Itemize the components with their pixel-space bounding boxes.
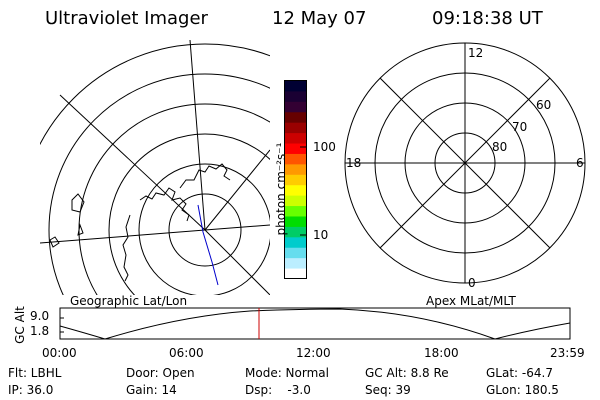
colorbar-swatch <box>285 237 306 249</box>
meridian-line <box>204 229 270 295</box>
time-tick-18: 18:00 <box>424 346 459 360</box>
mode-info: Mode: Normal <box>245 366 329 380</box>
glat-info: GLat: -64.7 <box>486 366 553 380</box>
mlt-label-12: 12 <box>468 46 484 60</box>
colorbar-swatch <box>285 91 306 103</box>
colorbar-swatch <box>285 143 306 155</box>
door-info: Door: Open <box>126 366 195 380</box>
colorbar-swatch <box>285 112 306 124</box>
colorbar-swatch <box>285 195 306 207</box>
colorbar-tick-100: 100 <box>313 140 336 154</box>
altitude-curve <box>59 308 571 340</box>
colorbar-swatch <box>285 226 306 238</box>
mlat-label-80: 80 <box>492 140 508 154</box>
lat-circle <box>138 163 270 295</box>
gain-info: Gain: 14 <box>126 383 177 397</box>
glon-info: GLon: 180.5 <box>486 383 559 397</box>
coastline <box>122 214 131 282</box>
gc-alt-info: GC Alt: 8.8 Re <box>365 366 449 380</box>
colorbar-swatch <box>285 206 306 217</box>
filter-info: Flt: LBHL <box>8 366 62 380</box>
time-tick-06: 06:00 <box>169 346 204 360</box>
lat-circle <box>168 193 242 267</box>
colorbar-swatch <box>285 174 306 186</box>
instrument-title: Ultraviolet Imager <box>45 8 208 29</box>
meridian-line <box>59 94 206 231</box>
colorbar-tick-10: 10 <box>313 228 329 242</box>
coastline <box>49 236 60 248</box>
colorbar-swatch <box>285 268 306 280</box>
colorbar-swatch <box>285 164 306 176</box>
colorbar-swatch <box>285 185 306 197</box>
geographic-subtitle: Geographic Lat/Lon <box>70 294 188 308</box>
time-tick-2359: 23:59 <box>550 346 585 360</box>
altitude-ytick-1-8: 1.8 <box>30 324 50 338</box>
mlt-label-0: 0 <box>468 276 476 290</box>
coastline <box>139 187 190 222</box>
lat-circle <box>48 73 270 295</box>
time-label: 09:18:38 UT <box>432 8 543 29</box>
time-tick-12: 12:00 <box>296 346 331 360</box>
apex-subtitle: Apex MLat/MLT <box>426 294 516 308</box>
colorbar-swatch <box>285 258 306 270</box>
meridian-line <box>189 40 206 231</box>
seq-info: Seq: 39 <box>365 383 411 397</box>
time-tick-00: 00:00 <box>42 346 77 360</box>
colorbar-swatch <box>285 122 306 134</box>
polar-axis <box>379 77 551 249</box>
meridian-line <box>204 224 270 231</box>
dsp-info: Dsp: -3.0 <box>245 383 311 397</box>
date-label: 12 May 07 <box>272 8 367 29</box>
altitude-ytick-9: 9.0 <box>30 309 50 323</box>
colorbar-swatch <box>285 81 306 92</box>
ground-track <box>197 204 219 286</box>
coastline <box>179 163 231 189</box>
mlat-label-70: 70 <box>512 120 528 134</box>
colorbar-swatch <box>285 216 306 228</box>
lat-circle <box>40 43 270 146</box>
colorbar-swatch <box>285 247 306 259</box>
colorbar <box>284 80 307 280</box>
ip-info: IP: 36.0 <box>8 383 54 397</box>
lat-circle <box>108 133 270 295</box>
mlat-label-60: 60 <box>536 98 552 112</box>
colorbar-swatch <box>285 133 306 145</box>
altitude-ylabel: GC Alt <box>13 306 27 344</box>
meridian-line <box>40 229 206 244</box>
mlt-label-6: 6 <box>576 156 584 170</box>
colorbar-swatch <box>285 101 306 113</box>
mlt-label-18: 18 <box>346 156 362 170</box>
coastline <box>71 193 85 213</box>
colorbar-swatch <box>285 153 306 165</box>
meridian-line <box>204 149 270 231</box>
coastline <box>77 223 84 236</box>
